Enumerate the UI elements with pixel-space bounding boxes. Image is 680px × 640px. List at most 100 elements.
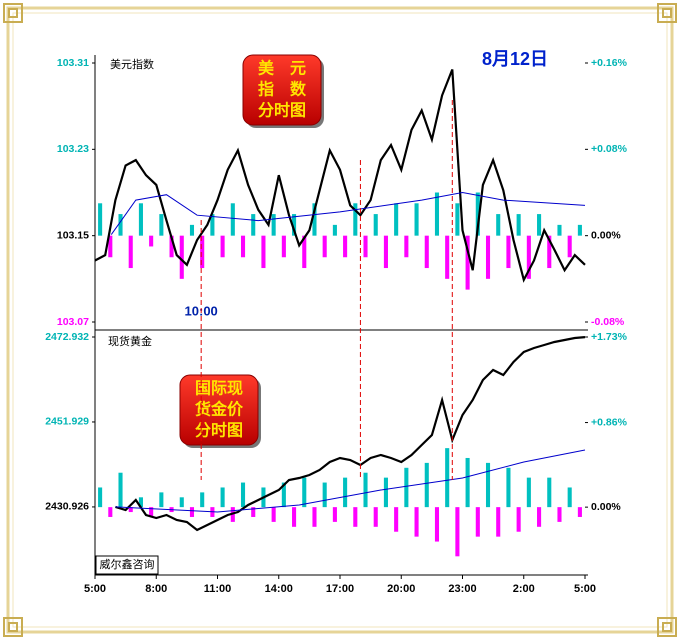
volume-bar: [159, 214, 164, 236]
average-line: [115, 449, 586, 513]
volume-bar: [98, 487, 103, 508]
y-tick-label: 103.07: [57, 316, 89, 328]
volume-bar: [383, 235, 388, 269]
y-tick-label: 103.15: [57, 229, 89, 241]
volume-bar: [220, 487, 225, 508]
y-tick-label: 2430.926: [45, 501, 89, 513]
volume-bar: [98, 203, 103, 236]
volume-bar: [557, 507, 562, 522]
volume-bar: [332, 224, 337, 236]
price-line: [94, 69, 586, 283]
date-label: 8月12日: [482, 49, 548, 69]
volume-bar: [210, 214, 215, 236]
badge-text: 分时图: [195, 421, 243, 440]
volume-bar: [485, 235, 491, 279]
volume-bar: [271, 214, 276, 236]
volume-bar: [445, 448, 450, 508]
volume-bar: [445, 235, 450, 279]
frame: [6, 6, 674, 634]
x-tick-label: 5:00: [84, 583, 106, 595]
volume-bar: [251, 507, 256, 517]
price-line: [115, 336, 586, 532]
badge-text: 美 元: [258, 59, 306, 78]
volume-bar: [240, 482, 246, 508]
volume-bar: [169, 235, 174, 258]
x-tick-label: 5:00: [574, 583, 596, 595]
volume-bar: [302, 477, 307, 508]
plot: 103.31 103.23 103.15 103.07 +0.16% +0.08% 0.00…: [45, 54, 628, 595]
x-tick-label: 23:00: [448, 583, 476, 595]
y2-tick-label: +0.86%: [591, 416, 628, 428]
volume-bar: [383, 477, 388, 508]
x-tick-label: 17:00: [326, 583, 354, 595]
volume-bar: [343, 477, 348, 508]
volume-bar: [108, 507, 113, 517]
volume-bar: [200, 492, 205, 508]
volume-bar: [292, 214, 297, 236]
volume-bar: [496, 507, 501, 537]
volume-bar: [189, 224, 195, 236]
x-tick-label: 14:00: [265, 583, 293, 595]
volume-bar: [271, 507, 276, 522]
x-tick-label: 20:00: [387, 583, 415, 595]
volume-bar: [179, 497, 184, 508]
volume-bar: [353, 507, 358, 527]
volume-bar: [434, 192, 440, 236]
volume-bar: [496, 214, 501, 236]
volume-bar: [567, 235, 572, 258]
volume-bar: [537, 507, 542, 527]
volume-bar: [424, 235, 429, 269]
volume-bar: [353, 203, 358, 236]
volume-bar: [220, 235, 225, 258]
volume-bar: [404, 235, 409, 258]
volume-bar: [485, 462, 491, 508]
volume-bar: [547, 477, 552, 508]
y-tick-label: 2472.932: [45, 331, 89, 343]
volume-bar: [149, 235, 154, 247]
volume-bar: [557, 224, 562, 236]
volume-bar: [332, 507, 337, 522]
volume-bar: [526, 477, 531, 508]
badge-text: 指 数: [258, 80, 307, 99]
volume-bar: [240, 235, 246, 258]
volume-bar: [455, 507, 460, 557]
volume-bar: [394, 507, 399, 532]
volume-bar: [516, 214, 521, 236]
volume-bar: [465, 457, 470, 508]
badge: [242, 54, 322, 126]
volume-bar: [292, 507, 297, 527]
panel-title: 美元指数: [110, 57, 154, 71]
volume-bar: [179, 235, 184, 279]
volume-bar: [363, 472, 368, 508]
volume-bar: [281, 482, 286, 508]
x-tick-label: 2:00: [513, 583, 535, 595]
volume-bar: [414, 203, 419, 236]
y2-tick-label: +0.08%: [591, 143, 628, 155]
badge: [179, 374, 259, 446]
volume-bar: [394, 203, 399, 236]
volume-bar: [128, 507, 133, 513]
x-tick-label: 8:00: [145, 583, 167, 595]
volume-bar: [138, 203, 143, 236]
volume-bar: [363, 235, 368, 258]
panel-title: 现货黄金: [108, 334, 152, 348]
volume-bar: [577, 224, 582, 236]
volume-bar: [414, 507, 419, 537]
y2-tick-label: +1.73%: [591, 331, 628, 343]
volume-bar: [230, 203, 235, 236]
volume-bar: [343, 235, 348, 258]
badge-text: 货金价: [195, 400, 244, 419]
volume-bar: [455, 203, 460, 236]
volume-bar: [118, 472, 123, 508]
volume-bar: [526, 235, 531, 279]
volume-bar: [128, 235, 133, 269]
volume-bar: [312, 203, 317, 236]
volume-bar: [138, 497, 143, 508]
volume-bar: [373, 507, 378, 527]
volume-bar: [261, 235, 266, 269]
y2-tick-label: 0.00%: [591, 501, 621, 513]
y-tick-label: 103.23: [57, 143, 89, 155]
volume-bar: [506, 467, 511, 508]
